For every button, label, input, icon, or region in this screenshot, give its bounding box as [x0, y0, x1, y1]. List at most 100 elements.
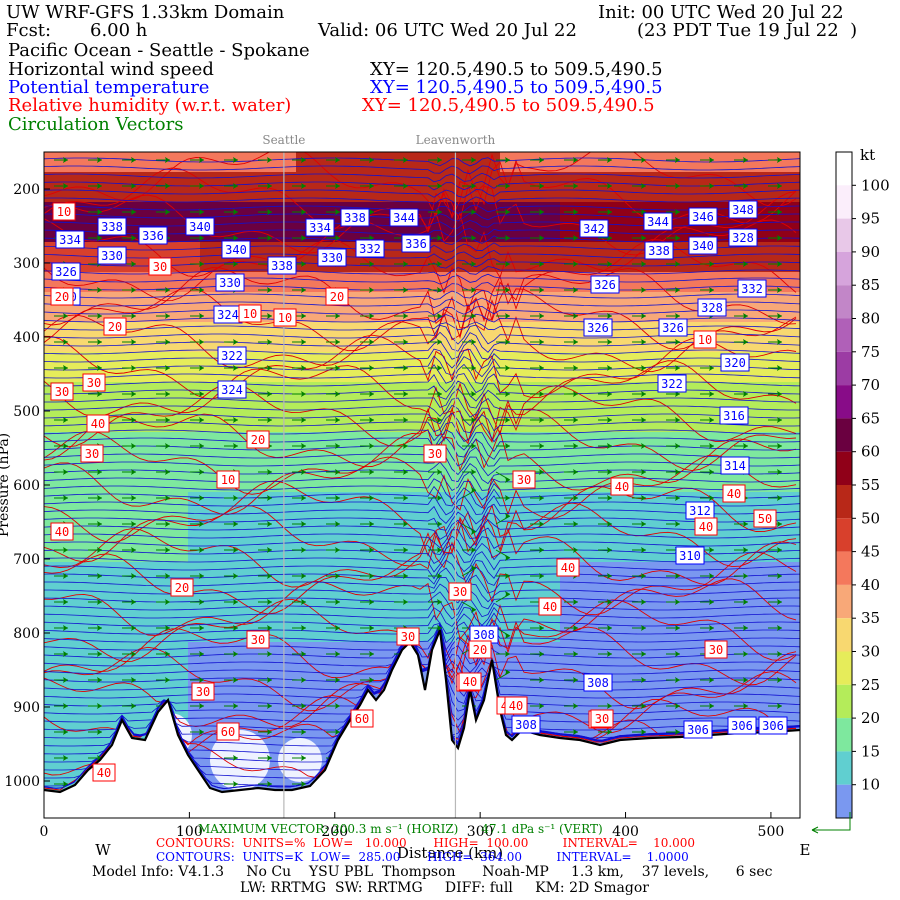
shading-cell [764, 552, 777, 563]
shading-cell [680, 702, 693, 713]
shading-cell [728, 372, 741, 383]
shading-cell [80, 642, 93, 653]
shading-cell [236, 722, 249, 733]
vector-head [573, 261, 578, 267]
shading-cell [248, 472, 261, 483]
shading-cell [548, 162, 561, 173]
shading-cell [620, 602, 633, 613]
shading-cell [632, 312, 645, 323]
vector-head [505, 477, 510, 483]
shading-cell [668, 332, 681, 343]
shading-cell [620, 592, 633, 603]
shading-cell [44, 402, 57, 413]
shading-cell [128, 182, 141, 193]
shading-cell [164, 232, 177, 243]
shading-cell [776, 432, 789, 443]
shading-cell [332, 542, 345, 553]
shading-cell [320, 612, 333, 623]
shading-cell [188, 482, 201, 493]
shading-cell [44, 382, 57, 393]
shading-cell [704, 612, 717, 623]
shading-cell [560, 612, 573, 623]
shading-cell [728, 582, 741, 593]
shading-cell [164, 692, 177, 703]
shading-cell [440, 232, 453, 243]
vector-head [131, 235, 136, 241]
shading-cell [716, 672, 729, 683]
shading-cell [332, 312, 345, 323]
shading-cell [488, 612, 501, 623]
shading-cell [776, 522, 789, 533]
shading-cell [356, 402, 369, 413]
shading-cell [668, 542, 681, 553]
shading-cell [272, 432, 285, 443]
shading-cell [656, 232, 669, 243]
vector-head [709, 365, 714, 371]
shading-cell [692, 272, 705, 283]
vector-head [165, 391, 170, 397]
shading-cell [44, 302, 57, 313]
shading-cell [632, 232, 645, 243]
shading-cell [92, 682, 105, 693]
shading-cell [152, 192, 165, 203]
shading-cell [764, 422, 777, 433]
shading-cell [788, 332, 800, 343]
shading-cell [380, 322, 393, 333]
shading-cell [92, 172, 105, 183]
shading-cell [668, 262, 681, 273]
shading-cell [200, 182, 213, 193]
shading-cell [392, 162, 405, 173]
shading-cell [44, 422, 57, 433]
shading-cell [200, 422, 213, 433]
vector-head [505, 391, 510, 397]
shading-cell [728, 512, 741, 523]
shading-cell [92, 462, 105, 473]
shading-cell [716, 392, 729, 403]
shading-cell [680, 162, 693, 173]
shading-cell [740, 542, 753, 553]
shading-cell [716, 532, 729, 543]
shading-cell [704, 172, 717, 183]
vector-head [505, 495, 510, 501]
shading-cell [320, 752, 333, 763]
shading-cell [620, 442, 633, 453]
shading-cell [188, 202, 201, 213]
shading-cell [728, 522, 741, 533]
shading-cell [44, 522, 57, 533]
shading-cell [560, 522, 573, 533]
shading-cell [224, 562, 237, 573]
vector-head [573, 313, 578, 319]
shading-cell [644, 322, 657, 333]
shading-cell [332, 272, 345, 283]
shading-cell [536, 422, 549, 433]
shading-cell [440, 462, 453, 473]
vector-head [573, 495, 578, 501]
shading-cell [536, 212, 549, 223]
shading-cell [80, 732, 93, 743]
shading-cell [392, 452, 405, 463]
shading-cell [284, 192, 297, 203]
shading-cell [668, 302, 681, 313]
shading-cell [692, 192, 705, 203]
shading-cell [560, 322, 573, 333]
isentrope-line [44, 363, 800, 385]
shading-cell [764, 412, 777, 423]
shading-cell [560, 212, 573, 223]
shading-cell [308, 182, 321, 193]
shading-cell [320, 342, 333, 353]
shading-cell [212, 532, 225, 543]
shading-cell [440, 612, 453, 623]
shading-cell [512, 362, 525, 373]
shading-cell [284, 512, 297, 523]
shading-cell [584, 392, 597, 403]
shading-cell [716, 502, 729, 513]
shading-cell [332, 712, 345, 723]
shading-cell [692, 472, 705, 483]
shading-cell [524, 232, 537, 243]
shading-cell [368, 282, 381, 293]
shading-cell [188, 712, 201, 723]
shading-cell [716, 712, 729, 723]
shading-cell [68, 472, 81, 483]
shading-cell [392, 642, 405, 653]
shading-cell [668, 492, 681, 503]
